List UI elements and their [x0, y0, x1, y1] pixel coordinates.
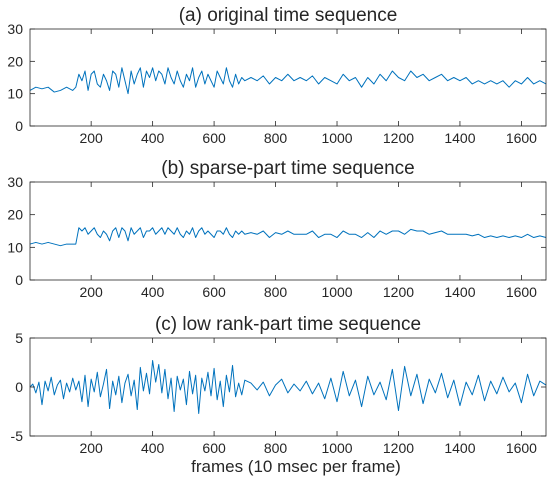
y-tick-label: -5 — [11, 428, 24, 444]
panel-low-rank-sequence: (c) low rank-part time sequence 200 400 60… — [11, 314, 547, 456]
x-tick-label: 600 — [202, 130, 226, 146]
x-tick-label: 200 — [79, 130, 103, 146]
y-tick-label: 10 — [7, 239, 23, 255]
axes-frame — [29, 181, 547, 281]
x-tick-label: 1400 — [444, 130, 475, 146]
series-line — [29, 227, 547, 247]
x-tick-label: 1600 — [506, 284, 537, 300]
x-tick-label: 1400 — [444, 440, 475, 456]
y-tick-label: 0 — [15, 118, 23, 134]
x-tick-label: 1600 — [506, 440, 537, 456]
y-tick-label: 0 — [15, 272, 23, 288]
x-tick-label: 800 — [264, 440, 288, 456]
panel-sparse-sequence: (b) sparse-part time sequence 200 400 600 8… — [7, 158, 547, 300]
x-tick-label: 1000 — [321, 284, 352, 300]
x-tick-label: 200 — [79, 440, 103, 456]
y-tick-label: 0 — [15, 379, 23, 395]
x-tick-label: 1000 — [321, 440, 352, 456]
x-tick-label: 400 — [141, 130, 165, 146]
y-tick-label: 10 — [7, 86, 23, 102]
x-tick-label: 1200 — [383, 440, 414, 456]
x-tick-label: 200 — [79, 284, 103, 300]
x-tick-label: 400 — [141, 284, 165, 300]
y-tick-label: 30 — [7, 21, 23, 37]
plot-area: 200 400 600 800 1000 1200 1400 1600 -5 0 5 — [11, 330, 547, 456]
x-tick-label: 800 — [264, 284, 288, 300]
panel-title: (a) original time sequence — [179, 5, 398, 26]
x-axis-label: frames (10 msec per frame) — [191, 457, 401, 476]
x-tick-label: 600 — [202, 284, 226, 300]
x-tick-label: 400 — [141, 440, 165, 456]
plot-area: 200 400 600 800 1000 1200 1400 1600 0 10 20 30 — [7, 21, 547, 146]
y-tick-label: 20 — [7, 53, 23, 69]
x-tick-label: 1600 — [506, 130, 537, 146]
series-line — [29, 67, 547, 95]
y-tick-label: 5 — [15, 330, 23, 346]
panel-original-sequence: (a) original time sequence 200 400 600 800 1… — [7, 5, 547, 146]
x-tick-label: 1200 — [383, 284, 414, 300]
plot-area: 200 400 600 800 1000 1200 1400 1600 0 10 20 30 — [7, 174, 547, 300]
x-tick-label: 600 — [202, 440, 226, 456]
panel-title: (c) low rank-part time sequence — [155, 314, 421, 335]
x-tick-label: 1400 — [444, 284, 475, 300]
y-tick-label: 20 — [7, 207, 23, 223]
x-tick-label: 1000 — [321, 130, 352, 146]
x-tick-label: 1200 — [383, 130, 414, 146]
series-line — [29, 360, 547, 414]
axes-frame — [29, 28, 547, 127]
x-tick-label: 800 — [264, 130, 288, 146]
panel-title: (b) sparse-part time sequence — [161, 158, 414, 179]
y-tick-label: 30 — [7, 174, 23, 190]
